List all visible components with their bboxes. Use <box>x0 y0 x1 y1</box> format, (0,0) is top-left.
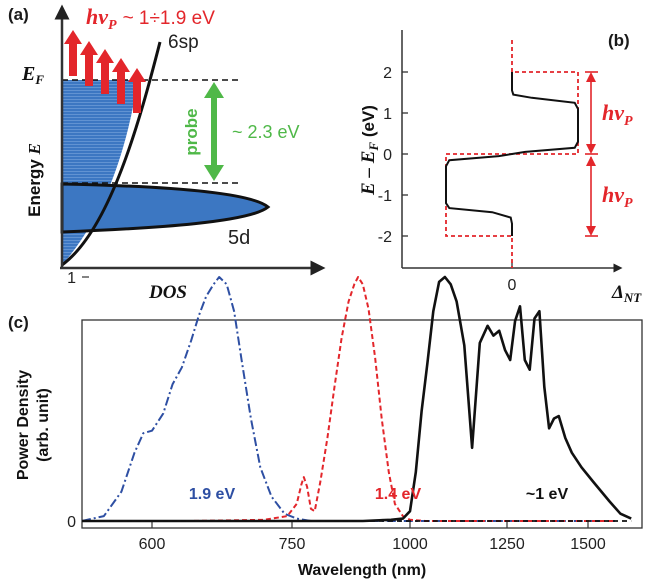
panel-a: (a) hvP ~ 1÷1.9 eV 6sp 5d EF <box>8 4 326 303</box>
panel-label-b: (b) <box>608 31 630 50</box>
panel-c-series-line <box>82 276 615 522</box>
band-6sp-curve <box>61 41 162 267</box>
panel-b-y-tick-label: -2 <box>378 229 392 246</box>
panel-c-x-tick-label: 1000 <box>392 536 428 553</box>
panel-label-c: (c) <box>8 313 29 332</box>
photon-arrows <box>64 30 146 113</box>
panel-b: (b) 210-1-2 0 hvP hvP E – E <box>358 30 642 305</box>
panel-c-series-labels: 1.9 eV 1.4 eV ~1 eV <box>189 486 569 503</box>
band-5d-label: 5d <box>228 227 250 249</box>
panel-b-curve <box>445 72 579 236</box>
occupied-5d-band <box>60 182 271 234</box>
panel-b-y-tick-label: -1 <box>378 188 392 205</box>
panel-c-series <box>81 275 632 523</box>
panel-c-series-line <box>81 276 615 522</box>
panel-c-y-tick-label: 0 <box>67 514 76 531</box>
panel-c-x-label: Wavelength (nm) <box>298 562 426 579</box>
probe-arrow <box>204 82 224 181</box>
panel-b-y-tick-label: 2 <box>383 65 392 82</box>
panel-c-y-ticks: 10 <box>67 270 89 531</box>
panel-c-series-label: 1.4 eV <box>375 486 422 503</box>
probe-energy-label: ~ 2.3 eV <box>232 122 300 142</box>
panel-b-y-label: E – EF (eV) <box>358 105 381 196</box>
panel-c-y-label-line2: (arb. unit) <box>35 388 52 462</box>
panel-c-x-tick-label: 600 <box>139 536 166 553</box>
fermi-label: EF <box>21 63 44 87</box>
panel-c-y-label-line1: Power Density <box>15 370 32 480</box>
panel-c-series-label: ~1 eV <box>526 486 569 503</box>
panel-c-frame <box>81 319 643 529</box>
panel-c-x-tick-label: 1250 <box>489 536 525 553</box>
panel-b-energy-arrows <box>585 71 598 237</box>
annotation-hvp-top: hvP <box>602 100 633 129</box>
occupied-6sp-band <box>62 80 138 265</box>
panel-c: (c) 10 600 750 1000 1250 1500 1.9 eV 1.4 eV ~1… <box>8 270 643 579</box>
energy-axis-label: Energy E <box>25 143 44 217</box>
panel-label-a: (a) <box>8 5 29 24</box>
photon-label: hvP ~ 1÷1.9 eV <box>86 4 215 33</box>
probe-label: probe <box>182 108 201 155</box>
panel-b-y-tick-label: 1 <box>383 106 392 123</box>
panel-b-x-tick-label: 0 <box>508 277 517 294</box>
panel-c-x-tick-label: 750 <box>279 536 306 553</box>
panel-c-series-line <box>82 275 632 523</box>
annotation-hvp-bottom: hvP <box>602 182 633 211</box>
panel-c-x-ticks: 600 750 1000 1250 1500 <box>139 521 606 553</box>
panel-b-x-label: ΔNT <box>611 282 642 305</box>
panel-c-y-tick-label: 1 <box>67 270 76 287</box>
panel-b-y-tick-label: 0 <box>383 147 392 164</box>
panel-c-x-tick-label: 1500 <box>570 536 606 553</box>
panel-c-series-label: 1.9 eV <box>189 486 236 503</box>
dos-axis-label: DOS <box>148 282 187 303</box>
panel-b-y-ticks: 2 1 0 -1 -2 <box>378 65 408 246</box>
band-6sp-label: 6sp <box>168 32 199 53</box>
